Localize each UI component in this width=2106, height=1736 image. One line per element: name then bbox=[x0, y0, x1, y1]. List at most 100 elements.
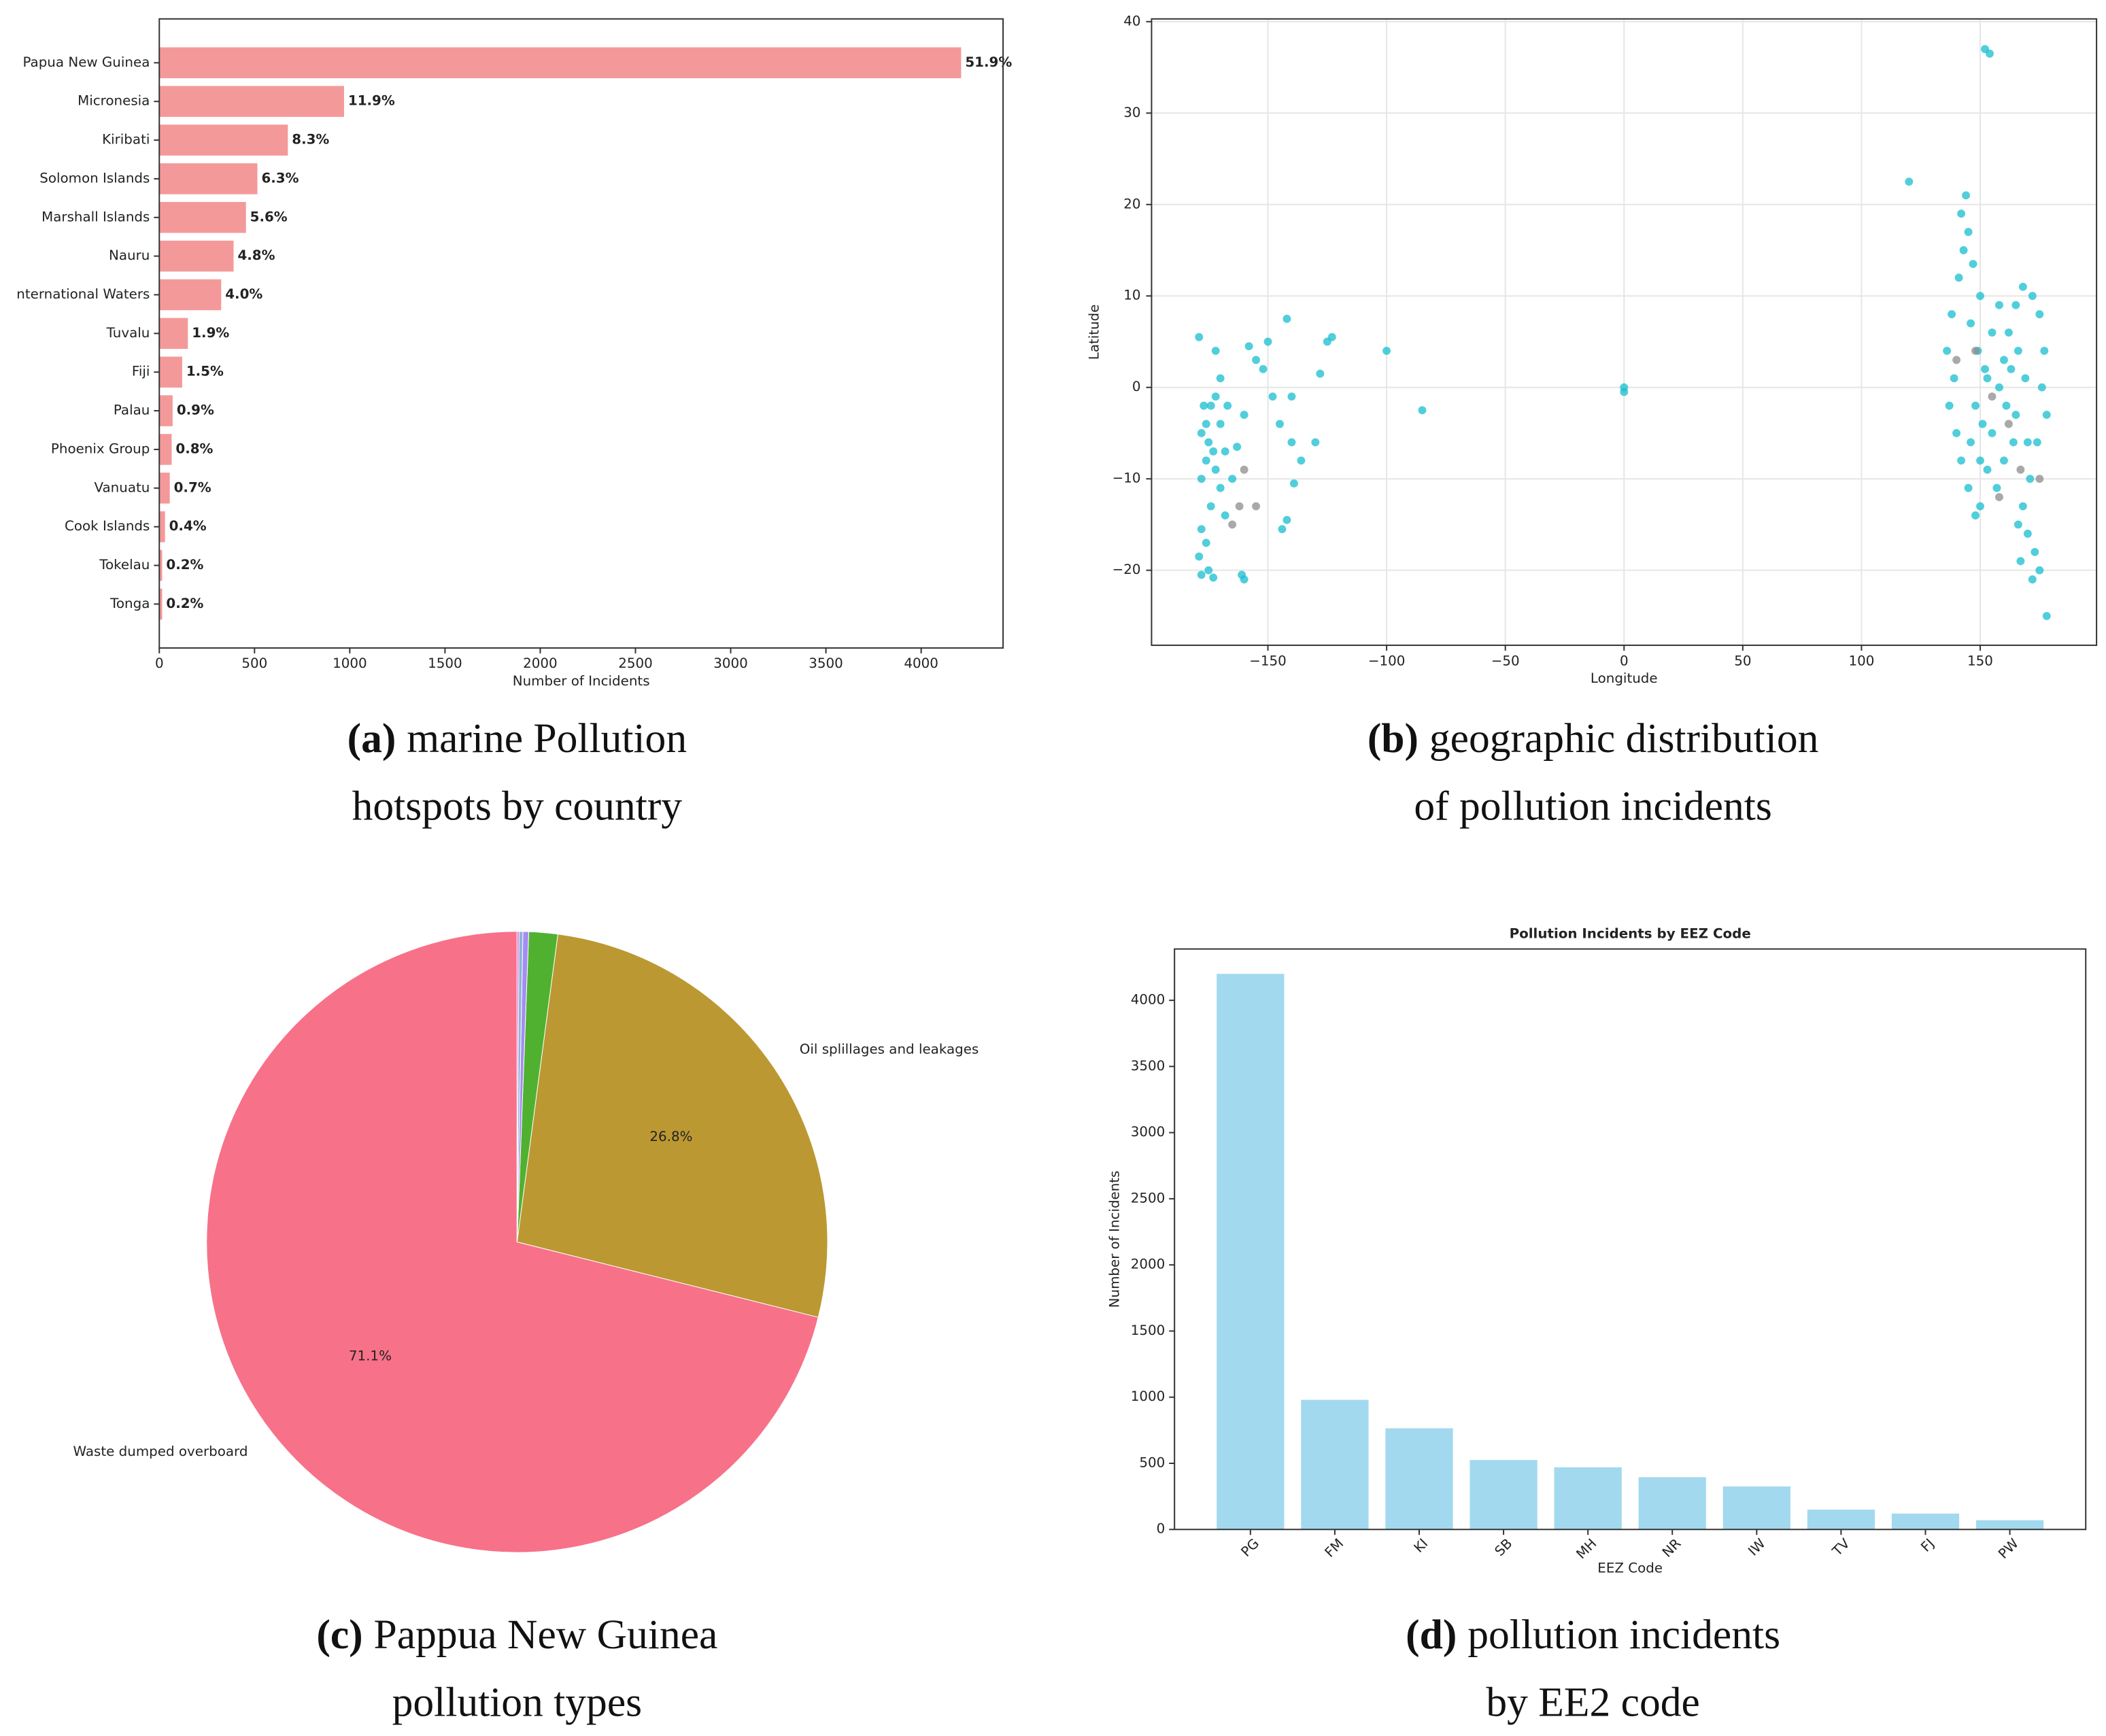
scatter-point bbox=[1263, 337, 1272, 346]
scatter-point bbox=[1209, 447, 1218, 456]
y-tick-label: 500 bbox=[1139, 1454, 1165, 1470]
x-axis-label: Number of Incidents bbox=[513, 673, 650, 689]
scatter-point bbox=[1311, 438, 1320, 447]
y-tick-label: Cook Islands bbox=[65, 518, 150, 534]
x-tick-label: 150 bbox=[1967, 653, 1993, 668]
scatter-point bbox=[1952, 356, 1961, 364]
scatter-point bbox=[1197, 571, 1206, 579]
y-tick-label: 0 bbox=[1157, 1521, 1166, 1537]
scatter-point bbox=[1948, 310, 1956, 319]
scatter-point bbox=[1268, 392, 1277, 401]
caption-label: (a) bbox=[347, 715, 396, 762]
bar bbox=[159, 318, 188, 350]
scatter-point bbox=[1976, 502, 1984, 511]
bar bbox=[1638, 1477, 1706, 1530]
bar bbox=[1722, 1486, 1790, 1530]
x-tick-label: 3500 bbox=[809, 656, 843, 671]
scatter-point bbox=[2042, 411, 2051, 420]
scatter-point bbox=[2007, 364, 2016, 373]
scatter-point bbox=[1964, 483, 1973, 492]
scatter-point bbox=[2040, 346, 2049, 355]
scatter-point bbox=[1197, 429, 1206, 437]
slice-label: Oil splillages and leakages bbox=[800, 1042, 979, 1057]
y-tick-label: −20 bbox=[1113, 562, 1141, 577]
x-tick-label: 4000 bbox=[904, 656, 938, 671]
scatter-point bbox=[1950, 374, 1958, 383]
value-label: 0.2% bbox=[166, 596, 203, 611]
scatter-point bbox=[1216, 483, 1225, 492]
bar bbox=[1470, 1460, 1538, 1530]
scatter-point bbox=[1209, 573, 1218, 582]
scatter-point bbox=[1954, 273, 1963, 282]
scatter-point bbox=[1943, 346, 1952, 355]
bar bbox=[1385, 1428, 1453, 1530]
scatter-point bbox=[1952, 429, 1961, 437]
scatter-point bbox=[1999, 456, 2008, 465]
scatter-point bbox=[1195, 333, 1204, 341]
y-tick-label: 40 bbox=[1123, 13, 1140, 29]
scatter-point bbox=[1964, 228, 1973, 237]
bar bbox=[159, 511, 165, 543]
scatter-point bbox=[1620, 388, 1629, 396]
bar bbox=[159, 86, 344, 117]
scatter-point bbox=[2023, 438, 2032, 447]
caption-line: (d) pollution incidents bbox=[1406, 1612, 1780, 1658]
scatter-point bbox=[1983, 465, 1992, 474]
value-label: 0.2% bbox=[166, 557, 203, 573]
scatter-point bbox=[1221, 447, 1229, 456]
bar bbox=[1807, 1510, 1875, 1530]
scatter-point bbox=[1316, 369, 1325, 378]
value-label: 1.9% bbox=[192, 325, 229, 341]
scatter-point bbox=[2028, 292, 2037, 301]
x-tick-label: 0 bbox=[1620, 653, 1629, 668]
pie-slice bbox=[206, 931, 819, 1553]
scatter-point bbox=[1971, 401, 1980, 410]
scatter-point bbox=[2009, 438, 2018, 447]
axes-frame bbox=[158, 18, 1004, 649]
scatter-point bbox=[2042, 611, 2051, 620]
scatter-point bbox=[1287, 392, 1296, 401]
bar bbox=[159, 549, 163, 581]
x-tick-label: 1000 bbox=[333, 656, 367, 671]
y-tick-label: Tonga bbox=[109, 596, 150, 611]
y-tick-label: Marshall Islands bbox=[41, 209, 150, 224]
scatter-point bbox=[1992, 483, 2001, 492]
y-tick-label: 20 bbox=[1123, 196, 1140, 211]
scatter-point bbox=[1957, 456, 1966, 465]
y-tick-label: Micronesia bbox=[78, 93, 150, 109]
scatter-point bbox=[1211, 392, 1220, 401]
x-tick-label: 2500 bbox=[618, 656, 653, 671]
x-axis-label: EEZ Code bbox=[1597, 1560, 1663, 1576]
scatter-point bbox=[2014, 520, 2022, 529]
bar bbox=[159, 279, 222, 311]
scatter-point bbox=[1994, 493, 2003, 502]
slice-label: Waste dumped overboard bbox=[73, 1444, 248, 1459]
scatter-point bbox=[2016, 465, 2025, 474]
caption-line: (b) geographic distribution bbox=[1368, 715, 1819, 762]
scatter-point bbox=[2033, 438, 2041, 447]
caption-line: by EE2 code bbox=[1486, 1679, 1699, 1725]
scatter-point bbox=[1986, 49, 1994, 58]
scatter-point bbox=[1200, 401, 1208, 410]
bar bbox=[159, 434, 172, 465]
pie-slice bbox=[516, 934, 828, 1318]
x-tick-label: −50 bbox=[1491, 653, 1520, 668]
caption-label: (b) bbox=[1368, 715, 1419, 762]
value-label: 0.4% bbox=[169, 518, 207, 534]
y-tick-label: 1000 bbox=[1131, 1389, 1166, 1404]
y-tick-label: Vanuatu bbox=[94, 479, 150, 495]
y-tick-label: Palau bbox=[114, 403, 150, 418]
scatter-point bbox=[1327, 333, 1336, 341]
value-label: 0.7% bbox=[174, 479, 211, 495]
scatter-point bbox=[1240, 411, 1249, 420]
slice-value-label: 71.1% bbox=[349, 1348, 392, 1363]
caption-text: marine Pollution bbox=[407, 715, 687, 762]
x-tick-label: 3000 bbox=[713, 656, 748, 671]
y-tick-label: 10 bbox=[1123, 288, 1140, 303]
scatter-point bbox=[2002, 401, 2011, 410]
x-tick-label: 0 bbox=[155, 656, 164, 671]
bar bbox=[159, 124, 288, 156]
scatter-point bbox=[1244, 342, 1253, 351]
scatter-point bbox=[1969, 260, 1977, 269]
bar bbox=[1217, 974, 1285, 1530]
